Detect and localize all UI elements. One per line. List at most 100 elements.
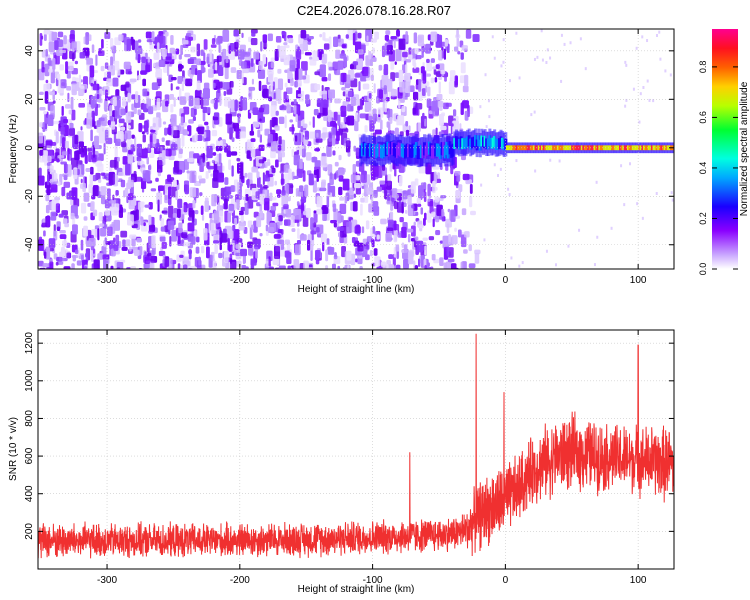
heatmap-cell [488, 135, 492, 147]
heatmap-cell [48, 174, 53, 180]
heatmap-cell [389, 211, 394, 222]
heatmap-cell [338, 175, 344, 182]
heatmap-cell [413, 221, 416, 226]
heatmap-cell [390, 36, 398, 40]
colorbar-tick-label: 0.6 [698, 111, 708, 124]
heatmap-cell [122, 96, 127, 107]
heatmap-cell [45, 140, 53, 146]
heatmap-cell [381, 45, 386, 58]
heatmap-cell [436, 93, 443, 101]
heatmap-cell [402, 51, 408, 58]
heatmap-cell [259, 118, 262, 122]
heatmap-cell [427, 183, 431, 197]
heatmap-cell [362, 141, 366, 155]
heatmap-cell [456, 137, 460, 149]
heatmap-cell [321, 206, 327, 211]
heatmap-cell [434, 77, 438, 83]
heatmap-cell [494, 139, 498, 151]
heatmap-cell [235, 252, 241, 257]
snr-frame [37, 329, 675, 570]
heatmap-cell [207, 165, 215, 170]
heatmap-cell [139, 246, 143, 256]
heatmap-cell [260, 122, 263, 132]
heatmap-cell [440, 69, 446, 75]
heatmap-cell [593, 145, 597, 151]
heatmap-cell [54, 197, 61, 201]
heatmap-cell [267, 134, 273, 143]
heatmap-cell [412, 91, 419, 101]
heatmap-cell [203, 39, 208, 50]
heatmap-cell [376, 143, 380, 157]
heatmap-cell [443, 262, 447, 269]
heatmap-cell [118, 206, 123, 218]
heatmap-cell [92, 145, 96, 158]
heatmap-cell [390, 203, 394, 211]
heatmap-cell [248, 86, 256, 91]
heatmap-cell [463, 249, 468, 254]
heatmap-cell [374, 31, 379, 40]
heatmap-cell [128, 246, 132, 252]
heatmap-cell [430, 77, 435, 84]
heatmap-cell [396, 250, 399, 259]
heatmap-cell [39, 91, 44, 95]
heatmap-cell [569, 145, 573, 151]
heatmap-cell [200, 246, 205, 254]
heatmap-cell [323, 43, 330, 50]
heatmap-cell [364, 42, 369, 47]
heatmap-cell [155, 177, 159, 182]
heatmap-cell [130, 144, 136, 152]
heatmap-cell [102, 254, 110, 260]
heatmap-cell [268, 256, 271, 267]
heatmap-cell [658, 145, 662, 151]
heatmap-cell [386, 111, 391, 119]
heatmap-cell [399, 217, 404, 223]
heatmap-cell [46, 184, 51, 196]
heatmap-cell [286, 104, 291, 114]
heatmap-cell [294, 244, 301, 256]
heatmap-cell [100, 227, 107, 237]
heatmap-cell [87, 147, 92, 152]
heatmap-cell [153, 62, 156, 68]
heatmap-cell [231, 165, 234, 177]
heatmap-cell [531, 145, 535, 151]
heatmap-cell [296, 201, 300, 207]
heatmap-cell [247, 241, 253, 249]
heatmap-cell [170, 76, 177, 81]
heatmap-cell [345, 34, 349, 39]
y-tick-label: -20 [24, 189, 35, 204]
heatmap-cell [289, 126, 295, 132]
heatmap-cell [556, 145, 560, 151]
heatmap-cell [515, 31, 518, 35]
heatmap-cell [212, 152, 217, 156]
heatmap-cell [464, 110, 469, 121]
heatmap-cell [106, 78, 113, 87]
heatmap-cell [655, 145, 659, 151]
heatmap-cell [407, 195, 412, 205]
heatmap-cell [228, 159, 231, 171]
heatmap-cell [393, 220, 397, 231]
heatmap-cell [211, 129, 218, 137]
heatmap-cell [357, 105, 361, 111]
heatmap-cell [381, 74, 389, 88]
heatmap-cell [426, 142, 430, 156]
heatmap-cell [328, 73, 332, 81]
heatmap-cell [293, 175, 299, 179]
heatmap-cell [123, 61, 131, 70]
heatmap-cell [150, 256, 158, 263]
heatmap-cell [258, 80, 262, 91]
heatmap-cell [178, 222, 183, 234]
heatmap-cell [127, 179, 134, 188]
heatmap-cell [431, 101, 438, 112]
spectrogram-heatmap [38, 29, 674, 269]
heatmap-cell [210, 222, 216, 235]
heatmap-cell [648, 98, 651, 102]
heatmap-cell [372, 143, 376, 158]
heatmap-cell [488, 115, 491, 119]
heatmap-cell [347, 115, 355, 126]
heatmap-cell [135, 91, 139, 103]
heatmap-cell [83, 225, 88, 237]
heatmap-cell [224, 198, 228, 210]
heatmap-cell [428, 195, 432, 199]
heatmap-cell [274, 49, 279, 61]
heatmap-cell [401, 201, 404, 214]
